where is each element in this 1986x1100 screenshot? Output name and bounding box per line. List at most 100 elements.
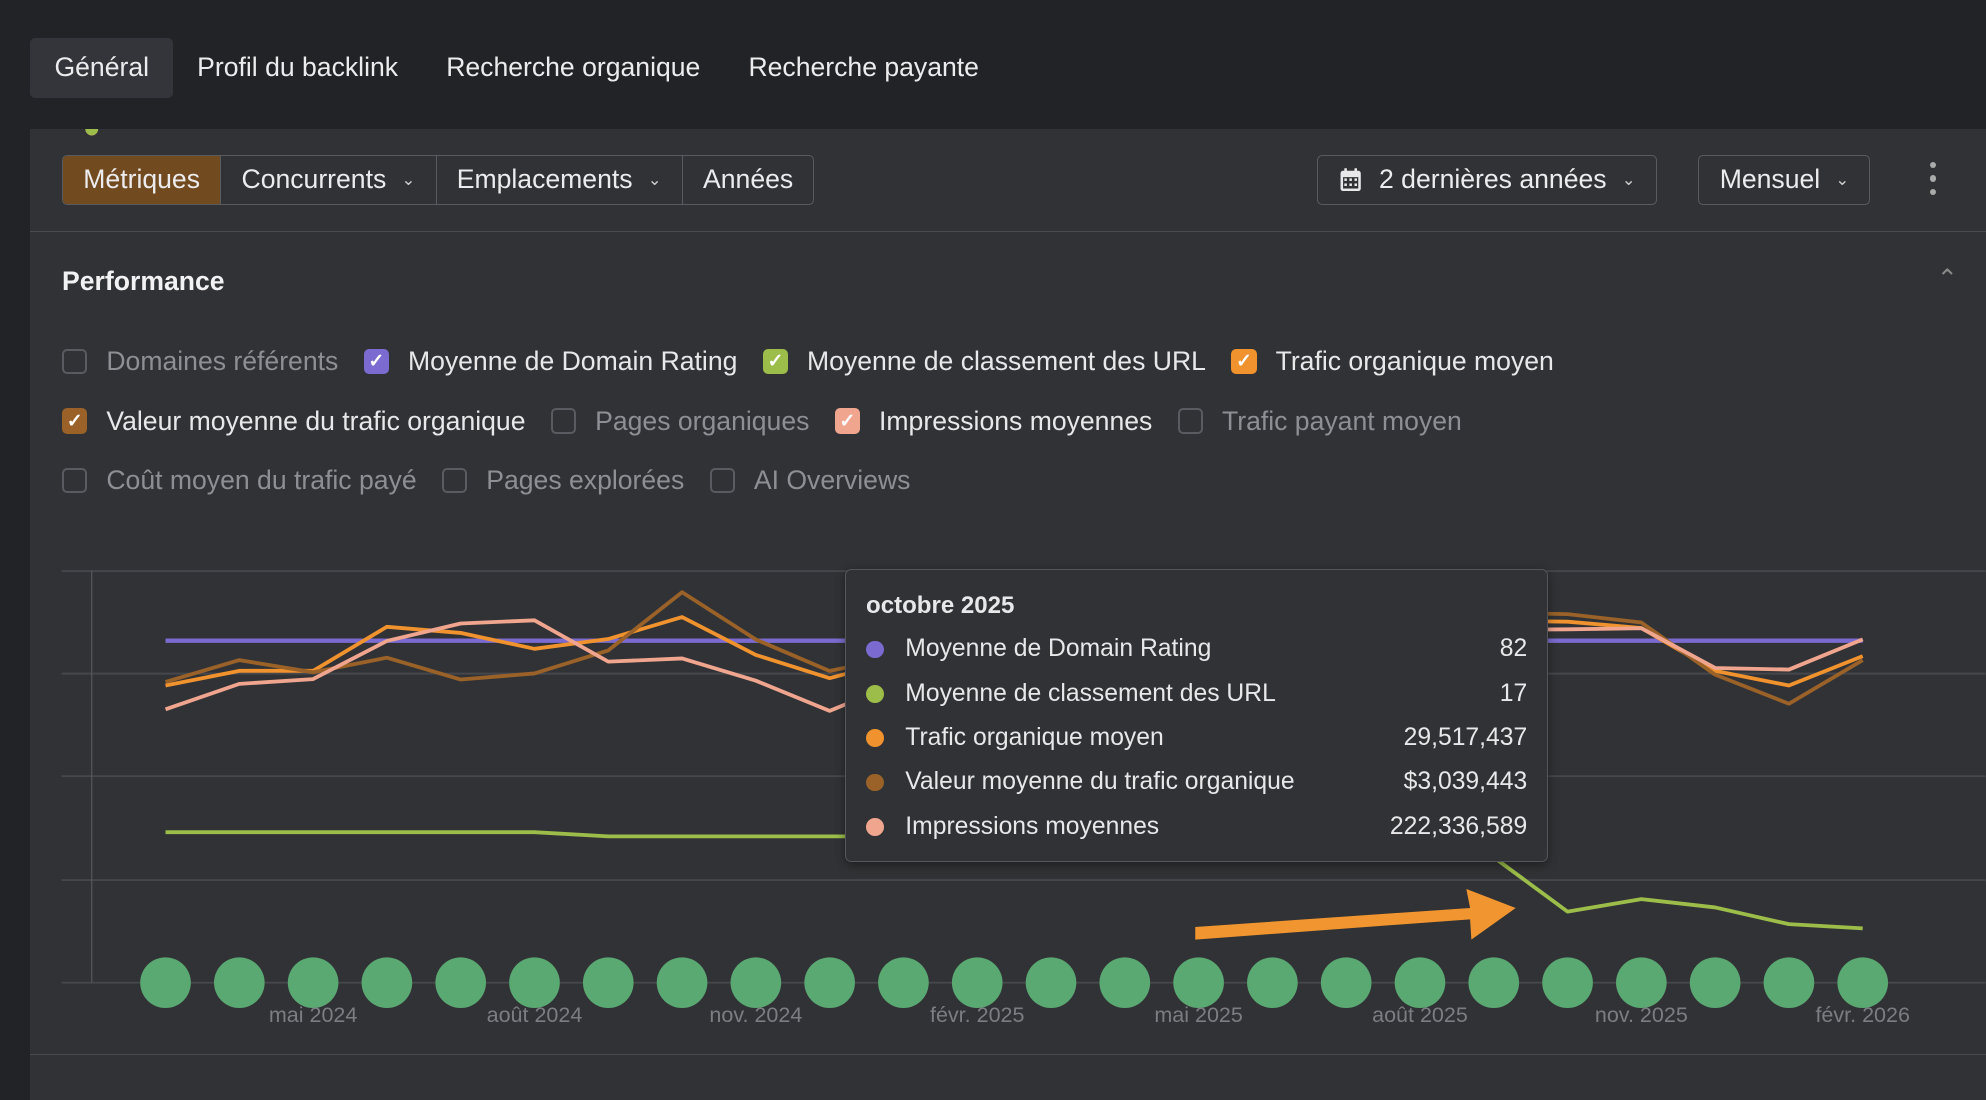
metric-label: Pages organiques	[595, 405, 810, 436]
metric-label: Moyenne de Domain Rating	[407, 346, 738, 377]
annotation-marker	[1616, 957, 1668, 1009]
metric-checkbox[interactable]: Pages organiques	[550, 405, 810, 437]
arrow-annotation	[1195, 889, 1517, 940]
view-segmented-control: Métriques Concurrents ⌄ Emplacements ⌄ Ann…	[62, 154, 815, 205]
locations-dropdown[interactable]: Emplacements ⌄	[435, 155, 682, 204]
annotation-marker	[1247, 957, 1299, 1009]
annotation-marker	[288, 957, 339, 1009]
tooltip-row: Moyenne de Domain Rating 82	[866, 630, 1527, 668]
series-dot-icon	[866, 817, 884, 836]
tooltip-label: Impressions moyennes	[905, 812, 1160, 840]
checkmark-icon[interactable]: ✓	[762, 348, 789, 375]
series-dot-icon	[866, 684, 884, 703]
chevron-down-icon: ⌄	[401, 170, 416, 189]
checkbox-row: ✓ Valeur moyenne du trafic organique Pages…	[62, 391, 1962, 451]
metric-checkbox[interactable]: Coût moyen du trafic payé	[62, 465, 417, 496]
more-options-icon[interactable]	[1923, 162, 1943, 196]
tooltip-label: Moyenne de Domain Rating	[905, 635, 1212, 663]
period-dropdown[interactable]: 2 dernières années ⌄	[1317, 154, 1657, 205]
checkmark-icon[interactable]: ✓	[1231, 348, 1257, 375]
metric-label: Pages explorées	[486, 465, 685, 496]
metric-checkbox[interactable]: ✓ Moyenne de Domain Rating	[363, 346, 738, 377]
annotation-marker	[140, 957, 192, 1009]
tab-backlink-profile[interactable]: Profil du backlink	[197, 52, 399, 83]
checkmark-icon[interactable]: ✓	[834, 408, 861, 434]
tooltip-value: $3,039,443	[1403, 768, 1528, 796]
annotation-marker	[361, 957, 413, 1009]
annotation-marker	[1321, 957, 1372, 1009]
tooltip-label: Valeur moyenne du trafic organique	[905, 768, 1295, 796]
chevron-up-icon[interactable]: ⌃	[1936, 265, 1958, 294]
annotation-marker	[509, 957, 561, 1009]
metric-checkbox[interactable]: Domaines référents	[62, 346, 338, 377]
tooltip-value: 17	[1499, 679, 1528, 707]
metric-checkbox[interactable]: ✓ Impressions moyennes	[834, 405, 1153, 437]
metric-label: Trafic payant moyen	[1221, 405, 1462, 436]
chart-tooltip: octobre 2025 Moyenne de Domain Rating 82 M…	[844, 568, 1549, 862]
x-tick-label: août 2025	[1373, 1003, 1469, 1027]
metric-label: Domaines référents	[106, 346, 339, 377]
annotation-marker	[730, 957, 782, 1009]
x-tick-label: mai 2025	[1155, 1003, 1244, 1027]
tab-organic-search[interactable]: Recherche organique	[446, 52, 701, 83]
checkbox-icon[interactable]	[550, 408, 577, 434]
metrics-label: Métriques	[83, 164, 200, 195]
tooltip-label: Trafic organique moyen	[905, 724, 1164, 752]
metric-label: Trafic organique moyen	[1275, 346, 1554, 377]
x-tick-label: nov. 2025	[1595, 1003, 1688, 1027]
checkbox-icon[interactable]	[709, 467, 735, 494]
metric-checkbox[interactable]: ✓ Valeur moyenne du trafic organique	[62, 406, 525, 437]
annotation-marker	[1026, 957, 1077, 1009]
metric-label: Impressions moyennes	[879, 405, 1153, 436]
checkmark-icon[interactable]: ✓	[363, 348, 389, 375]
annotation-marker	[1763, 957, 1815, 1009]
annotation-marker	[214, 957, 266, 1009]
checkbox-icon[interactable]	[62, 467, 88, 494]
calendar-icon	[1341, 168, 1362, 191]
series-dot-icon	[866, 729, 884, 747]
tooltip-label: Moyenne de classement des URL	[905, 679, 1276, 707]
checkbox-icon[interactable]	[441, 467, 468, 494]
tooltip-title: octobre 2025	[866, 592, 1015, 620]
metric-checkbox[interactable]: Trafic payant moyen	[1177, 405, 1462, 437]
metric-checkbox[interactable]: ✓ Moyenne de classement des URL	[762, 346, 1206, 377]
main-tabs: Général Profil du backlink Recherche org…	[30, 37, 1003, 98]
interval-dropdown[interactable]: Mensuel ⌄	[1698, 154, 1871, 205]
locations-label: Emplacements	[456, 164, 633, 195]
tooltip-value: 29,517,437	[1403, 724, 1528, 752]
competitors-label: Concurrents	[241, 164, 387, 195]
x-tick-label: nov. 2024	[710, 1003, 803, 1027]
metric-checkboxes: Domaines référents ✓ Moyenne de Domain Rat…	[62, 332, 1962, 511]
annotation-marker	[1099, 957, 1151, 1009]
divider	[30, 1053, 1986, 1056]
checkbox-icon[interactable]	[1177, 408, 1203, 434]
chevron-down-icon: ⌄	[1835, 170, 1850, 189]
competitors-dropdown[interactable]: Concurrents ⌄	[220, 155, 435, 204]
checkbox-icon[interactable]	[62, 348, 88, 375]
metric-checkbox[interactable]: Pages explorées	[441, 465, 685, 496]
annotation-marker	[1395, 957, 1446, 1009]
annotation-marker	[1542, 957, 1594, 1009]
chevron-down-icon: ⌄	[647, 170, 662, 189]
annotation-marker	[1173, 957, 1225, 1009]
annotation-marker	[878, 957, 930, 1009]
tab-paid-search[interactable]: Recherche payante	[748, 52, 979, 83]
tooltip-row: Trafic organique moyen 29,517,437	[866, 719, 1527, 757]
metric-label: Coût moyen du trafic payé	[106, 465, 417, 496]
checkbox-row: Domaines référents ✓ Moyenne de Domain Rat…	[62, 332, 1962, 392]
tooltip-row: Valeur moyenne du trafic organique $3,039…	[866, 763, 1527, 801]
chevron-down-icon: ⌄	[1621, 170, 1636, 189]
series-dot-icon	[866, 640, 884, 659]
years-button[interactable]: Années	[681, 155, 814, 204]
metrics-button[interactable]: Métriques	[63, 155, 221, 204]
tab-general[interactable]: Général	[30, 37, 174, 98]
divider	[30, 230, 1986, 232]
metric-checkbox[interactable]: AI Overviews	[709, 465, 910, 496]
metric-checkbox[interactable]: ✓ Trafic organique moyen	[1231, 346, 1554, 377]
x-tick-label: févr. 2025	[930, 1003, 1025, 1027]
checkmark-icon[interactable]: ✓	[62, 408, 88, 434]
tooltip-value: 82	[1499, 635, 1528, 663]
interval-label: Mensuel	[1719, 164, 1821, 195]
tooltip-value: 222,336,589	[1389, 812, 1528, 840]
annotation-marker	[1468, 957, 1520, 1009]
